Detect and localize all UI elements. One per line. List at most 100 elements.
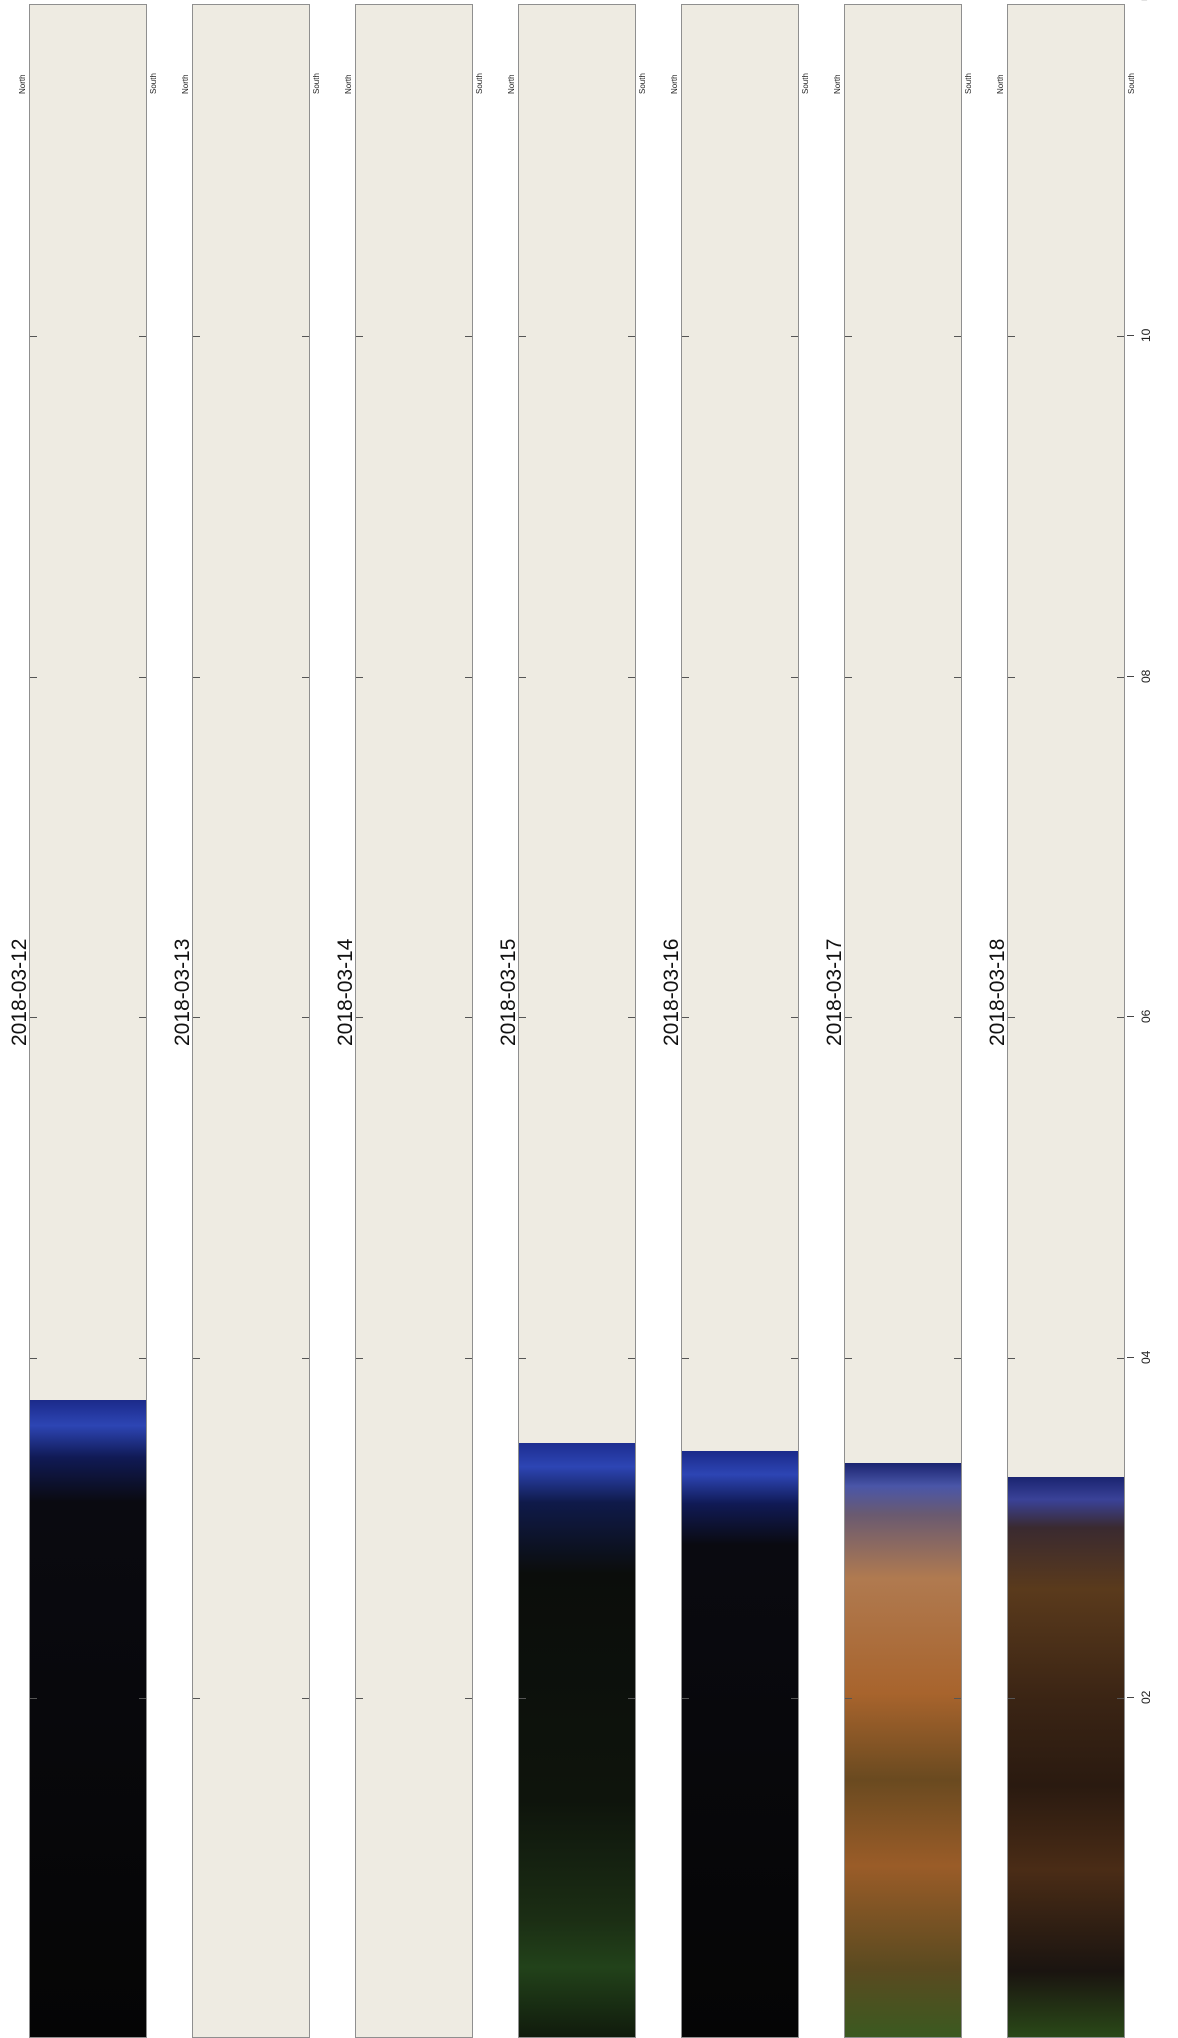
panel-tick <box>954 676 961 678</box>
panel-date-label: 2018-03-16 <box>660 938 683 1046</box>
panel-date-label: 2018-03-17 <box>823 938 846 1046</box>
panel-tick <box>139 676 146 678</box>
panel-tick <box>791 676 798 678</box>
keogram-data-segment <box>845 1463 961 2037</box>
panel-tick <box>465 336 472 337</box>
panel-date-label: 2018-03-15 <box>497 938 520 1046</box>
panel-tick <box>139 1357 146 1359</box>
panel-tick <box>139 336 146 337</box>
panel-tick <box>356 676 363 678</box>
panel-tick <box>1117 336 1124 337</box>
axis-tick-label: 06 <box>1139 1009 1153 1024</box>
panel-tick <box>302 676 309 678</box>
panel-tick <box>791 1698 798 1700</box>
panel-tick <box>791 336 798 337</box>
panel-tick <box>954 1017 961 1019</box>
south-label: South <box>964 73 973 94</box>
panel-tick <box>845 1357 852 1359</box>
panel-date-label: 2018-03-12 <box>8 938 31 1046</box>
panel-tick <box>519 676 526 678</box>
south-label: South <box>475 73 484 94</box>
panel-tick <box>139 1698 146 1700</box>
panel-tick <box>954 1698 961 1700</box>
panel-tick <box>845 1017 852 1019</box>
north-label: North <box>833 74 842 94</box>
south-label: South <box>1127 73 1136 94</box>
axis-tick-label: 02 <box>1139 1691 1153 1705</box>
panel-tick <box>519 1357 526 1359</box>
keogram-data-segment <box>1008 1477 1124 2037</box>
panel-tick <box>954 336 961 337</box>
panel-tick <box>519 1017 526 1019</box>
keogram-panel <box>1007 4 1125 2038</box>
panel-tick <box>302 1017 309 1019</box>
panel-tick <box>845 336 852 337</box>
panel-tick <box>193 1698 200 1700</box>
keogram-data-segment <box>30 1400 146 2037</box>
panel-tick <box>791 1357 798 1359</box>
panel-tick <box>356 1357 363 1359</box>
panel-tick <box>845 1698 852 1700</box>
keogram-panel <box>355 4 473 2038</box>
panel-tick <box>628 1357 635 1359</box>
panel-tick <box>954 1357 961 1359</box>
panel-date-label: 2018-03-18 <box>986 938 1009 1046</box>
panel-tick <box>1008 1698 1015 1700</box>
axis-tick <box>1127 1356 1134 1358</box>
keogram-panel <box>29 4 147 2038</box>
panel-tick <box>682 1698 689 1700</box>
panel-date-label: 2018-03-14 <box>334 938 357 1046</box>
north-label: North <box>670 74 679 94</box>
south-label: South <box>312 73 321 94</box>
keogram-panel <box>844 4 962 2038</box>
panel-tick <box>356 336 363 337</box>
axis-tick-label: 10 <box>1139 328 1153 342</box>
panel-tick <box>682 336 689 337</box>
north-label: North <box>18 74 27 94</box>
panel-tick <box>193 336 200 337</box>
keogram-data-segment <box>682 1451 798 2037</box>
panel-tick <box>465 676 472 678</box>
panel-tick <box>1117 676 1124 678</box>
panel-tick <box>30 1017 37 1019</box>
panel-tick <box>30 1698 37 1700</box>
north-label: North <box>344 74 353 94</box>
panel-tick <box>1008 1357 1015 1359</box>
panel-tick <box>30 336 37 337</box>
keogram-panel <box>681 4 799 2038</box>
north-label: North <box>507 74 516 94</box>
panel-tick <box>682 1357 689 1359</box>
panel-tick <box>1117 1698 1124 1700</box>
panel-tick <box>30 676 37 678</box>
south-label: South <box>801 73 810 94</box>
north-label: North <box>996 74 1005 94</box>
south-label: South <box>149 73 158 94</box>
axis-tick <box>1127 675 1134 677</box>
panel-tick <box>193 1357 200 1359</box>
south-label: South <box>638 73 647 94</box>
panel-tick <box>356 1698 363 1700</box>
panel-tick <box>465 1017 472 1019</box>
panel-tick <box>628 336 635 337</box>
panel-tick <box>1117 1357 1124 1359</box>
panel-tick <box>465 1698 472 1700</box>
panel-tick <box>791 1017 798 1019</box>
panel-tick <box>302 1698 309 1700</box>
panel-tick <box>628 1017 635 1019</box>
keogram-panel <box>518 4 636 2038</box>
axis-tick-label: UT <box>1139 0 1153 1</box>
axis-tick <box>1127 1697 1134 1699</box>
axis-tick-label: 04 <box>1139 1350 1153 1364</box>
panel-tick <box>193 676 200 678</box>
panel-tick <box>356 1017 363 1019</box>
panel-tick <box>465 1357 472 1359</box>
panel-tick <box>193 1017 200 1019</box>
axis-tick <box>1127 1016 1134 1018</box>
panel-tick <box>628 1698 635 1700</box>
panel-tick <box>1008 1017 1015 1019</box>
panel-date-label: 2018-03-13 <box>171 938 194 1046</box>
panel-tick <box>1008 336 1015 337</box>
panel-tick <box>1008 676 1015 678</box>
panel-tick <box>682 676 689 678</box>
panel-tick <box>519 1698 526 1700</box>
